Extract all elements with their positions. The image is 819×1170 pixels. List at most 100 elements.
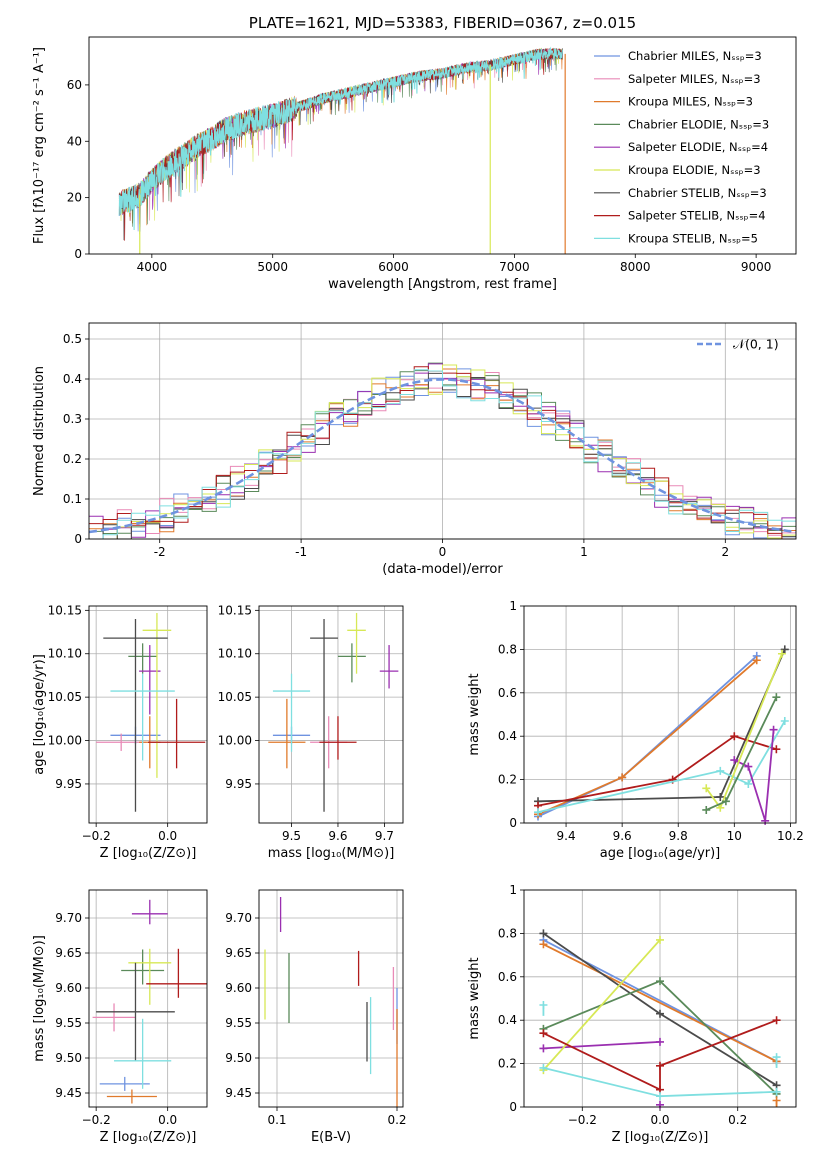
- y-tick-label: 9.55: [55, 1016, 82, 1030]
- x-tick-label: 10: [727, 829, 742, 843]
- y-tick-label: 10.00: [218, 734, 252, 748]
- y-tick-label: 9.50: [55, 1051, 82, 1065]
- y-tick-label: 9.95: [55, 777, 82, 791]
- normal-curve: [88, 378, 797, 534]
- x-tick-label: 2: [721, 545, 729, 559]
- x-tick-label: 6000: [378, 260, 409, 274]
- legend-entry: Chabrier MILES, Nₛₛₚ=3: [628, 49, 762, 63]
- x-tick-label: 7000: [499, 260, 530, 274]
- x-tick-label: 1: [580, 545, 588, 559]
- y-tick-label: 9.45: [225, 1086, 252, 1100]
- point-marker: [539, 940, 548, 949]
- point-marker: [744, 762, 753, 771]
- x-tick-label: -2: [154, 545, 166, 559]
- age-vs-mass-panel: 9.5 9.6 9.7 9.95 10.00 10.05 10.10 10.15 mass [l…: [218, 603, 404, 861]
- axes-frame: [88, 36, 797, 255]
- legend-entry: Salpeter ELODIE, Nₛₛₚ=4: [628, 140, 768, 154]
- x-axis-label: E(B-V): [311, 1130, 351, 1145]
- axes-frame: [523, 889, 797, 1108]
- point-marker: [656, 1092, 664, 1101]
- y-tick-label: 9.55: [225, 1016, 252, 1030]
- y-tick-label: 9.60: [55, 981, 82, 995]
- y-tick-label: 10.10: [48, 647, 82, 661]
- weight-line: [542, 939, 661, 1071]
- point-marker: [772, 1053, 781, 1062]
- x-axis-label: wavelength [Angstrom, rest frame]: [328, 277, 557, 292]
- y-tick-label: 0.8: [498, 926, 517, 940]
- y-tick-label: 0.6: [498, 970, 517, 984]
- y-tick-label: 0.2: [63, 452, 82, 466]
- x-tick-label: 9.4: [557, 829, 576, 843]
- point-marker: [744, 779, 753, 788]
- y-tick-label: 40: [67, 134, 82, 148]
- axes-frame: [258, 889, 404, 1108]
- x-axis-label: age [log₁₀(age/yr)]: [600, 846, 721, 861]
- weight-line: [733, 729, 775, 822]
- point-marker: [730, 732, 739, 741]
- spectrum-line: [118, 46, 563, 231]
- weight-line: [543, 1019, 777, 1092]
- y-tick-label: 60: [67, 78, 82, 92]
- x-axis-label: mass [log₁₀(M/M⊙)]: [268, 846, 395, 861]
- x-tick-label: -1: [295, 545, 307, 559]
- x-axis-label: (data-model)/error: [382, 562, 503, 577]
- y-tick-label: 10.05: [48, 690, 82, 704]
- spectrum-line: [118, 48, 563, 232]
- point-marker: [772, 1016, 781, 1025]
- y-tick-label: 0.3: [63, 412, 82, 426]
- y-tick-label: 0.2: [498, 773, 517, 787]
- legend-entry: Chabrier STELIB, Nₛₛₚ=3: [628, 186, 767, 200]
- axes-frame: [88, 605, 208, 824]
- spectrum-line: [118, 48, 563, 221]
- point-marker: [730, 756, 739, 765]
- point-marker: [721, 797, 730, 806]
- point-marker: [539, 1029, 548, 1038]
- x-tick-label: 9.6: [328, 829, 347, 843]
- point-marker: [656, 1061, 664, 1070]
- point-marker: [656, 1100, 664, 1109]
- point-marker: [702, 805, 711, 814]
- legend-entry: Kroupa MILES, Nₛₛₚ=3: [628, 95, 753, 109]
- y-tick-label: 0.4: [498, 729, 517, 743]
- x-tick-label: 9.5: [282, 829, 301, 843]
- y-axis-label: Normed distribution: [32, 366, 47, 496]
- x-tick-label: 0.0: [650, 1113, 669, 1127]
- y-axis-label: age [log₁₀(age/yr)]: [32, 654, 47, 775]
- spectrum-line: [118, 47, 563, 227]
- x-tick-label: 0.2: [728, 1113, 747, 1127]
- residuals-panel: -2 -1 0 1 2 0 0.1 0.2 0.3 0.4 0.5 (data-model)/erro…: [32, 322, 797, 577]
- x-tick-label: 0: [439, 545, 447, 559]
- x-tick-label: 4000: [137, 260, 168, 274]
- x-tick-label: 9.7: [375, 829, 394, 843]
- y-tick-label: 9.65: [55, 946, 82, 960]
- point-marker: [539, 929, 548, 938]
- legend-entry: Salpeter STELIB, Nₛₛₚ=4: [628, 209, 766, 223]
- y-tick-label: 9.70: [55, 911, 82, 925]
- point-marker: [752, 656, 761, 665]
- x-tick-label: 0.0: [158, 1113, 177, 1127]
- point-marker: [539, 1001, 548, 1010]
- x-tick-label: 0.1: [267, 1113, 286, 1127]
- point-marker: [702, 784, 711, 793]
- y-tick-label: 0.1: [63, 492, 82, 506]
- x-tick-label: 5000: [257, 260, 288, 274]
- y-tick-label: 0: [74, 532, 82, 546]
- y-tick-label: 9.60: [225, 981, 252, 995]
- point-marker: [780, 645, 789, 654]
- y-axis-label: mass [log₁₀(M/M⊙)]: [32, 935, 47, 1062]
- legend-entry: Salpeter MILES, Nₛₛₚ=3: [628, 72, 761, 86]
- weight-vs-Z-panel: −0.2 0.0 0.2 0 0.2 0.4 0.6 0.8 1 Z [log₁₀(Z/Z⊙)] m…: [467, 883, 797, 1145]
- y-tick-label: 10.10: [218, 647, 252, 661]
- mass-vs-ebv-panel: 0.1 0.2 9.45 9.50 9.55 9.60 9.65 9.70 E(B-V): [225, 889, 407, 1145]
- y-tick-label: 0: [509, 1100, 517, 1114]
- y-tick-label: 0.2: [498, 1057, 517, 1071]
- point-marker: [761, 816, 770, 825]
- weight-line: [542, 943, 778, 1063]
- y-tick-label: 9.50: [225, 1051, 252, 1065]
- y-tick-label: 0: [74, 247, 82, 261]
- spectrum-line: [118, 47, 563, 235]
- legend-entry: 𝒩(0, 1): [733, 337, 779, 352]
- axes-frame: [258, 605, 404, 824]
- weight-line: [705, 653, 783, 810]
